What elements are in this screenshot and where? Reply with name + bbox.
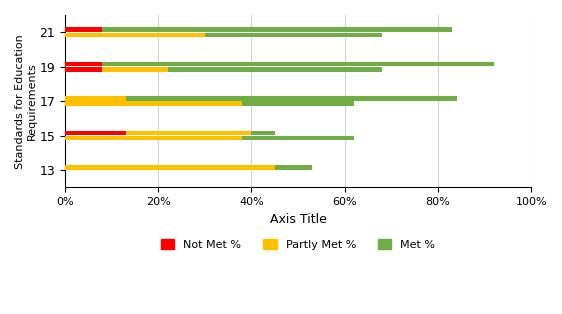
Bar xyxy=(65,131,125,135)
Bar xyxy=(65,131,275,135)
Bar xyxy=(65,67,167,72)
Bar xyxy=(65,96,456,101)
Legend: Not Met %, Partly Met %, Met %: Not Met %, Partly Met %, Met % xyxy=(156,235,440,254)
Bar xyxy=(65,62,102,66)
Bar xyxy=(65,27,102,32)
Bar xyxy=(65,62,494,66)
Bar xyxy=(65,101,354,106)
Y-axis label: Standards for Education
Requirements: Standards for Education Requirements xyxy=(15,34,37,169)
Bar xyxy=(65,136,242,140)
Bar xyxy=(65,101,242,106)
Bar xyxy=(65,27,452,32)
Bar xyxy=(65,165,275,170)
Bar xyxy=(65,27,102,32)
Bar xyxy=(65,33,205,37)
Bar xyxy=(65,165,312,170)
Bar xyxy=(65,96,125,101)
Bar xyxy=(65,136,354,140)
Bar xyxy=(65,62,102,66)
Bar xyxy=(65,67,382,72)
X-axis label: Axis Title: Axis Title xyxy=(270,213,327,225)
Bar xyxy=(65,67,102,72)
Bar xyxy=(65,33,382,37)
Bar xyxy=(65,131,251,135)
